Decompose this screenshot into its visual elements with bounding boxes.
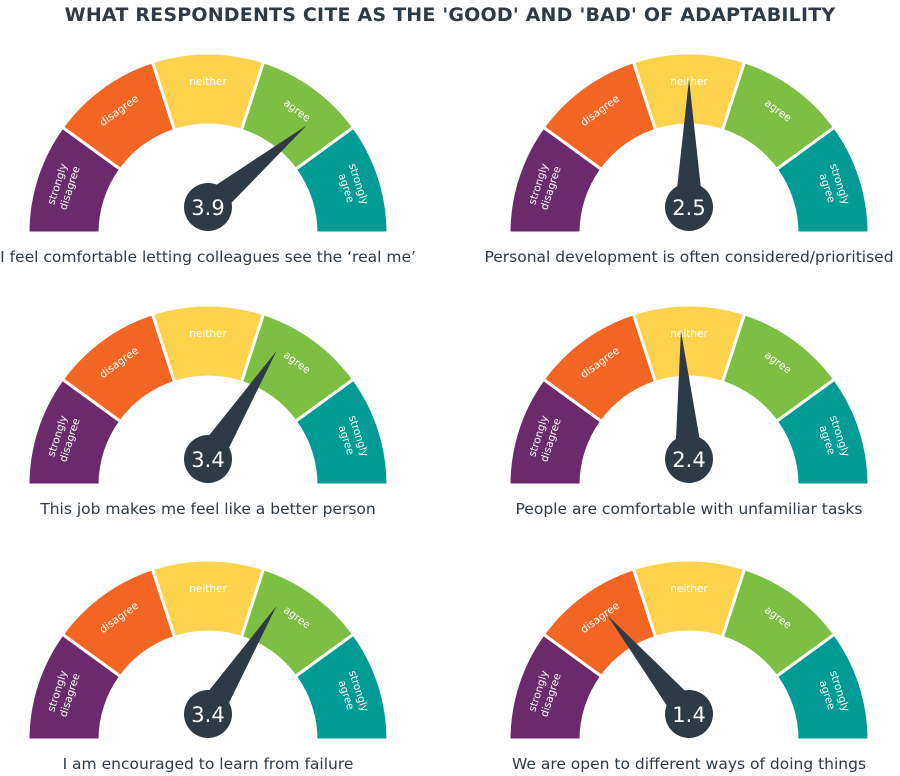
segment-label: neither <box>189 76 227 88</box>
gauge-segment <box>293 632 390 742</box>
gauge-hub <box>665 435 713 483</box>
gauge: stronglydisagreedisagreeneitheragreestro… <box>26 303 390 518</box>
segment-label: neither <box>189 328 227 340</box>
gauge-segment <box>293 377 390 487</box>
gauge-hub <box>184 690 232 738</box>
gauge-segment <box>774 632 871 742</box>
gauge: stronglydisagreedisagreeneitheragreestro… <box>26 558 390 773</box>
gauge-caption: People are comfortable with unfamiliar t… <box>516 500 863 518</box>
segment-label: neither <box>670 328 708 340</box>
gauge: stronglydisagreedisagreeneitheragreestro… <box>484 51 894 266</box>
gauge-hub <box>184 183 232 231</box>
gauge-value: 3.9 <box>191 196 224 220</box>
segment-label: neither <box>670 76 708 88</box>
gauge-needle <box>675 79 703 207</box>
gauge-needle <box>675 331 703 460</box>
gauge-caption: I feel comfortable letting colleagues se… <box>0 248 416 266</box>
gauge-value: 3.4 <box>191 703 224 727</box>
gauge-segment <box>293 125 390 235</box>
gauge-value: 1.4 <box>672 703 705 727</box>
gauge-value: 2.4 <box>672 448 705 472</box>
gauge-value: 2.5 <box>672 196 705 220</box>
gauge-caption: I am encouraged to learn from failure <box>63 755 354 773</box>
gauge-hub <box>665 690 713 738</box>
gauge-caption: We are open to different ways of doing t… <box>512 755 866 773</box>
gauge-hub <box>665 183 713 231</box>
gauge-caption: Personal development is often considered… <box>484 248 893 266</box>
segment-label: stronglydisagree <box>526 668 564 719</box>
chart-title: WHAT RESPONDENTS CITE AS THE 'GOOD' AND … <box>64 4 836 26</box>
gauge-value: 3.4 <box>191 448 224 472</box>
segment-label: neither <box>189 583 227 595</box>
segment-label: neither <box>670 583 708 595</box>
gauge-segment <box>774 125 871 235</box>
gauge: stronglydisagreedisagreeneitheragreestro… <box>0 51 416 266</box>
gauge-caption: This job makes me feel like a better per… <box>39 500 375 518</box>
gauge-segment <box>774 377 871 487</box>
gauge-hub <box>184 435 232 483</box>
gauge: stronglydisagreedisagreeneitheragreestro… <box>507 303 871 518</box>
gauge: stronglydisagreedisagreeneitheragreestro… <box>507 558 871 773</box>
